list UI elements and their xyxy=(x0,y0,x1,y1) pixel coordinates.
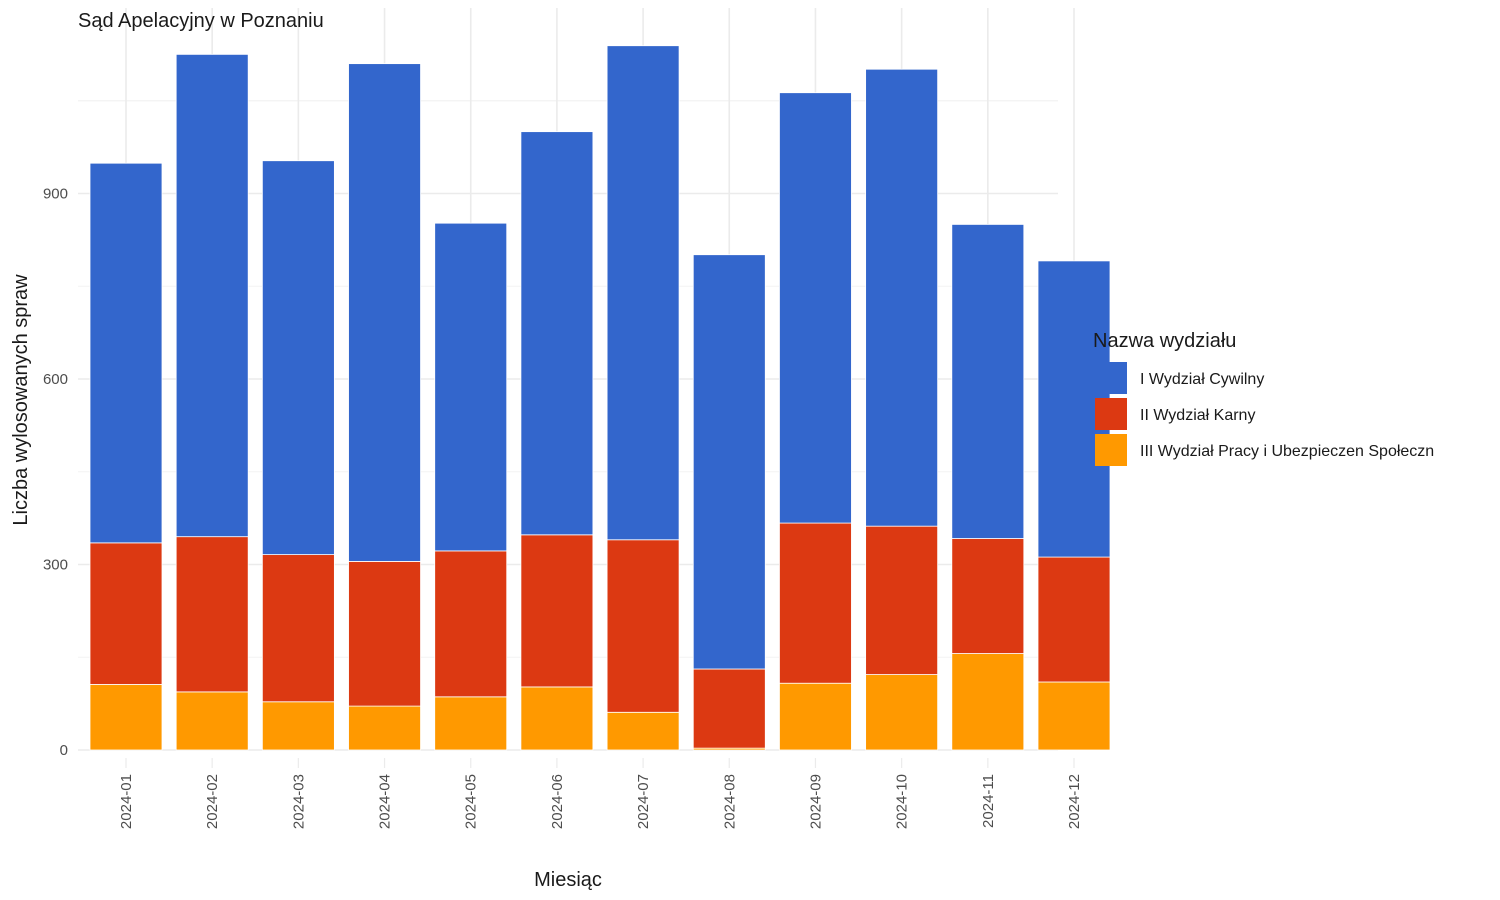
legend-label: I Wydział Cywilny xyxy=(1140,371,1264,388)
bar-segment xyxy=(434,550,508,698)
bar-segment xyxy=(348,705,421,751)
y-tick-label: 600 xyxy=(43,371,68,388)
legend-swatch xyxy=(1095,398,1127,430)
bar-segment xyxy=(606,711,680,751)
bar-segment xyxy=(951,224,1025,539)
bar-segment xyxy=(261,554,335,703)
y-tick-label: 300 xyxy=(43,557,68,574)
bar-segment xyxy=(692,254,766,670)
legend-title: Nazwa wydziału xyxy=(1093,330,1236,352)
y-tick-label: 900 xyxy=(43,186,68,203)
bar-segment xyxy=(865,525,939,675)
ticks-layer: 0 300 600 900 2024-01 2024-02 2024-03 2024-04 20… xyxy=(43,186,1083,830)
x-tick-label: 2024-01 xyxy=(118,774,135,829)
bars-layer xyxy=(89,45,1111,751)
x-tick-label: 2024-07 xyxy=(635,774,652,829)
bar-segment xyxy=(692,668,766,749)
legend-label: II Wydział Karny xyxy=(1140,407,1255,424)
legend-label: III Wydział Pracy i Ubezpieczen Społeczn xyxy=(1140,443,1434,460)
x-axis-title: Miesiąc xyxy=(534,869,602,891)
x-tick-label: 2024-05 xyxy=(463,774,480,829)
legend-swatch xyxy=(1095,434,1127,466)
bar-segment xyxy=(1037,556,1111,683)
bar-segment xyxy=(175,53,249,538)
bar-segment xyxy=(1037,681,1111,751)
bar-segment xyxy=(89,162,163,544)
bar-segment xyxy=(89,542,163,685)
x-tick-label: 2024-12 xyxy=(1066,774,1083,829)
bar-segment xyxy=(606,45,680,541)
bar-segment xyxy=(606,539,680,713)
bar-segment xyxy=(434,696,508,751)
chart-title: Sąd Apelacyjny w Poznaniu xyxy=(78,10,324,32)
x-tick-label: 2024-04 xyxy=(377,774,394,829)
x-tick-label: 2024-02 xyxy=(204,774,221,829)
x-tick-label: 2024-09 xyxy=(807,774,824,829)
bar-segment xyxy=(261,701,335,751)
bar-segment xyxy=(348,63,421,562)
bar-segment xyxy=(520,534,594,688)
bar-segment xyxy=(951,538,1025,654)
x-tick-label: 2024-10 xyxy=(894,774,911,829)
bar-segment xyxy=(865,68,939,527)
legend-swatch xyxy=(1095,362,1127,394)
bar-segment xyxy=(89,684,163,751)
x-tick-label: 2024-03 xyxy=(290,774,307,829)
bar-segment xyxy=(951,653,1025,751)
bar-segment xyxy=(175,536,249,693)
y-tick-label: 0 xyxy=(60,742,68,759)
x-tick-label: 2024-08 xyxy=(721,774,738,829)
bar-segment xyxy=(520,686,594,751)
legend: Nazwa wydziału I Wydział Cywilny II Wydzi… xyxy=(1093,330,1434,466)
y-axis-title: Liczba wylosowanych spraw xyxy=(10,274,32,526)
bar-segment xyxy=(261,160,335,556)
x-tick-label: 2024-06 xyxy=(549,774,566,829)
bar-segment xyxy=(348,561,421,707)
legend-items: I Wydział Cywilny II Wydział Karny III Wyd… xyxy=(1095,362,1434,466)
bar-segment xyxy=(779,522,852,684)
bar-segment xyxy=(520,131,594,536)
bar-segment xyxy=(779,682,852,751)
bar-segment xyxy=(175,691,249,751)
bar-segment xyxy=(434,222,508,552)
x-tick-label: 2024-11 xyxy=(980,774,997,828)
bar-segment xyxy=(779,92,852,524)
bar-segment xyxy=(865,674,939,751)
